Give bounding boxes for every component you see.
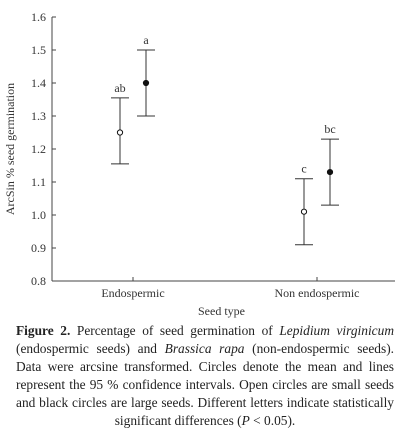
significance-label: ab [114, 81, 125, 95]
caption-text-2: (endospermic seeds) and [16, 341, 165, 356]
y-tick-label: 1.3 [31, 109, 46, 123]
caption-species-1: Lepidium virginicum [279, 323, 394, 338]
caption-text-3: (non-endospermic seeds). Data were arcsi… [16, 341, 395, 428]
x-tick-label: Endospermic [101, 286, 164, 300]
chart-marks: ab a c bc [111, 33, 339, 246]
y-tick-label: 1.1 [31, 175, 46, 189]
y-tick-label: 1.0 [31, 208, 46, 222]
caption-p-variable: P [241, 413, 250, 428]
chart: 0.8 0.9 1.0 1.1 1.2 1.3 1.4 1.5 1.6 Endospermic No… [3, 10, 395, 318]
axes: 0.8 0.9 1.0 1.1 1.2 1.3 1.4 1.5 1.6 Endospermic No… [31, 10, 395, 300]
significance-label: c [301, 162, 306, 176]
x-tick-label: Non endospermic [275, 286, 360, 300]
figure-caption: Figure 2. Percentage of seed germination… [16, 322, 394, 430]
mean-point-open [300, 208, 308, 215]
y-tick-label: 1.2 [31, 142, 46, 156]
y-axis-title: ArcSin % seed germination [3, 83, 17, 215]
mean-point-filled [142, 79, 150, 87]
caption-text-1: Percentage of seed germination of [70, 323, 280, 338]
y-tick-label: 0.8 [31, 274, 46, 288]
caption-species-2: Brassica rapa [164, 341, 245, 356]
caption-label: Figure 2. [16, 323, 71, 338]
y-tick-label: 1.6 [31, 10, 46, 24]
significance-label: a [143, 33, 149, 47]
y-tick-label: 1.5 [31, 43, 46, 57]
significance-label: bc [324, 122, 335, 136]
y-tick-label: 0.9 [31, 241, 46, 255]
caption-text-4: < 0.05). [249, 413, 296, 428]
mean-point-open [116, 129, 124, 136]
x-axis-title: Seed type [198, 304, 245, 318]
y-tick-label: 1.4 [31, 76, 46, 90]
mean-point-filled [326, 169, 334, 176]
